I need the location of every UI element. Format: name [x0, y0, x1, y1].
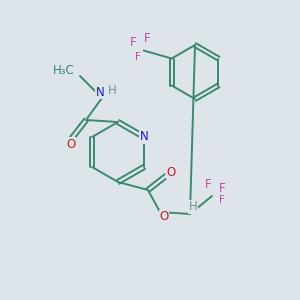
Text: F: F: [205, 178, 211, 191]
Text: N: N: [96, 85, 104, 98]
Text: H: H: [108, 85, 116, 98]
Text: F: F: [219, 195, 225, 205]
Text: F: F: [219, 182, 225, 194]
Text: F: F: [130, 36, 137, 49]
Text: O: O: [159, 211, 169, 224]
Text: O: O: [66, 137, 76, 151]
Text: H₃C: H₃C: [53, 64, 75, 77]
Text: N: N: [140, 130, 148, 143]
Text: F: F: [135, 52, 141, 62]
Text: F: F: [144, 32, 151, 45]
Text: O: O: [167, 166, 176, 178]
Text: H: H: [189, 200, 197, 214]
